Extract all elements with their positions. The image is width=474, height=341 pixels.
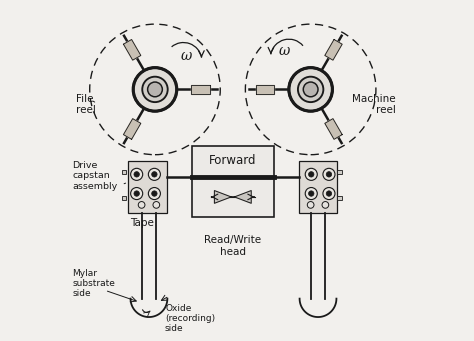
Circle shape xyxy=(134,191,139,196)
Circle shape xyxy=(298,77,323,102)
Circle shape xyxy=(326,191,332,196)
Circle shape xyxy=(326,172,332,177)
Polygon shape xyxy=(123,40,141,60)
Polygon shape xyxy=(325,40,342,60)
Circle shape xyxy=(133,68,177,111)
Circle shape xyxy=(142,77,168,102)
Text: ω: ω xyxy=(181,49,192,63)
Text: Oxide
(recording)
side: Oxide (recording) side xyxy=(165,303,215,333)
Circle shape xyxy=(323,168,335,180)
Bar xyxy=(128,161,167,213)
Text: Tape: Tape xyxy=(130,218,154,228)
Bar xyxy=(122,195,126,200)
Circle shape xyxy=(323,188,335,199)
Bar xyxy=(122,169,126,174)
Circle shape xyxy=(307,202,314,208)
Text: Mylar
substrate
side: Mylar substrate side xyxy=(73,269,115,298)
Circle shape xyxy=(153,202,160,208)
Circle shape xyxy=(131,188,143,199)
Polygon shape xyxy=(214,191,231,203)
Polygon shape xyxy=(325,119,342,139)
Bar xyxy=(337,169,342,174)
Circle shape xyxy=(305,168,317,180)
Circle shape xyxy=(305,188,317,199)
Circle shape xyxy=(303,82,318,97)
Circle shape xyxy=(147,82,163,97)
Circle shape xyxy=(289,68,332,111)
Text: Read/Write
head: Read/Write head xyxy=(204,235,261,257)
Circle shape xyxy=(134,172,139,177)
Circle shape xyxy=(148,168,160,180)
Text: Drive
capstan
assembly: Drive capstan assembly xyxy=(73,161,118,191)
Circle shape xyxy=(148,188,160,199)
Circle shape xyxy=(309,172,314,177)
Polygon shape xyxy=(256,85,274,94)
Circle shape xyxy=(309,191,314,196)
Text: File
reel: File reel xyxy=(76,94,96,115)
Text: ω: ω xyxy=(278,44,290,58)
Circle shape xyxy=(152,191,157,196)
Bar xyxy=(337,195,342,200)
Bar xyxy=(192,146,274,217)
Text: Forward: Forward xyxy=(209,154,256,167)
Circle shape xyxy=(322,202,329,208)
Polygon shape xyxy=(123,119,141,139)
Circle shape xyxy=(152,172,157,177)
Text: Machine
reel: Machine reel xyxy=(352,94,396,115)
Circle shape xyxy=(138,202,145,208)
Polygon shape xyxy=(191,85,210,94)
Bar xyxy=(299,161,337,213)
Circle shape xyxy=(131,168,143,180)
Polygon shape xyxy=(235,191,251,203)
